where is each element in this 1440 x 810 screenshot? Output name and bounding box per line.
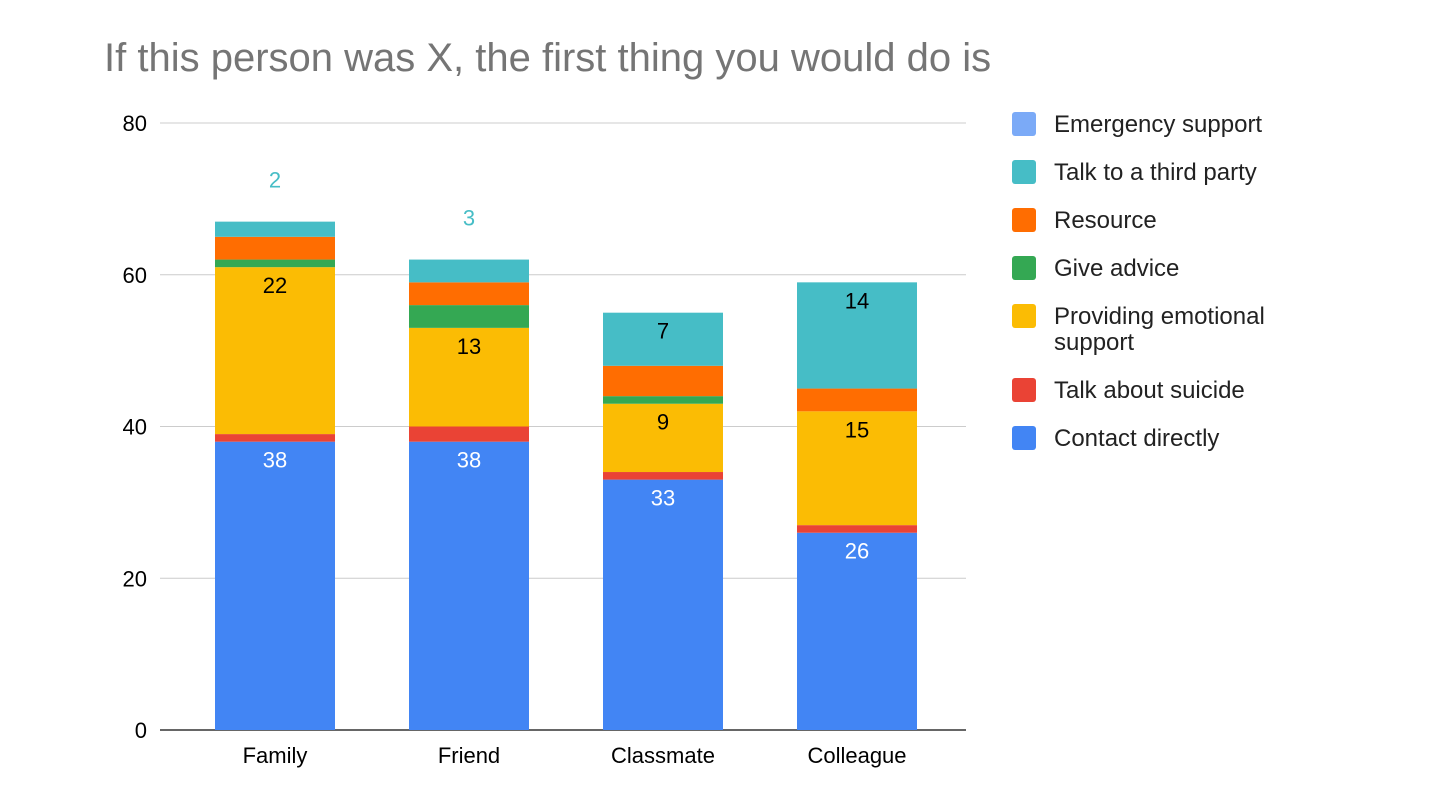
- bar-segment-friend-contact-directly: [409, 441, 529, 730]
- bar-segment-colleague-contact-directly: [797, 532, 917, 730]
- legend-swatch-talk-to-a-third-party: [1012, 160, 1036, 184]
- bar-segment-classmate-talk-to-a-third-party: [603, 312, 723, 366]
- bar-segment-colleague-talk-about-suicide: [797, 525, 917, 533]
- y-axis: 0 20 40 60 80: [123, 111, 147, 743]
- data-label-classmate-contact-directly: 33: [651, 486, 675, 511]
- legend-label-providing-emotional-support: Providing emotional support: [1054, 303, 1265, 356]
- y-tick-label: 60: [123, 263, 147, 288]
- data-label-family-top: 2: [269, 168, 281, 193]
- y-tick-label: 20: [123, 566, 147, 591]
- data-label-friend-providing-emotional-support: 13: [457, 334, 481, 359]
- x-axis: Family Friend Classmate Colleague: [243, 743, 907, 768]
- bar-segment-classmate-resource: [603, 365, 723, 397]
- legend-swatch-providing-emotional-support: [1012, 304, 1036, 328]
- legend-swatch-talk-about-suicide: [1012, 378, 1036, 402]
- bar-segment-colleague-talk-to-a-third-party: [797, 282, 917, 389]
- bar-segment-classmate-providing-emotional-support: [603, 403, 723, 473]
- bar-segment-family-resource: [215, 236, 335, 260]
- bar-segment-classmate-talk-about-suicide: [603, 472, 723, 480]
- legend-label-talk-to-a-third-party: Talk to a third party: [1054, 159, 1257, 186]
- bar-segment-friend-give-advice: [409, 305, 529, 328]
- bar-segment-colleague-resource: [797, 388, 917, 412]
- x-tick-label-colleague: Colleague: [807, 743, 906, 768]
- bar-segment-family-talk-to-a-third-party: [215, 221, 335, 237]
- bar-segment-friend-resource: [409, 282, 529, 306]
- y-tick-label: 0: [135, 718, 147, 743]
- y-tick-label: 40: [123, 415, 147, 440]
- bar-segment-colleague-providing-emotional-support: [797, 411, 917, 526]
- legend-label-give-advice: Give advice: [1054, 255, 1179, 282]
- bar-segment-family-talk-about-suicide: [215, 434, 335, 442]
- bar-segment-friend-talk-about-suicide: [409, 426, 529, 442]
- x-tick-label-family: Family: [243, 743, 308, 768]
- data-label-classmate-providing-emotional-support: 9: [657, 410, 669, 435]
- bar-segment-classmate-contact-directly: [603, 479, 723, 730]
- bar-segment-friend-providing-emotional-support: [409, 327, 529, 427]
- legend-label-emergency-support: Emergency support: [1054, 111, 1262, 138]
- legend-swatch-emergency-support: [1012, 112, 1036, 136]
- legend-swatch-resource: [1012, 208, 1036, 232]
- data-label-colleague-providing-emotional-support: 15: [845, 417, 869, 442]
- bar-segment-classmate-give-advice: [603, 396, 723, 404]
- data-label-friend-contact-directly: 38: [457, 448, 481, 473]
- bar-segment-family-contact-directly: [215, 441, 335, 730]
- legend: Emergency support Talk to a third party Re…: [1012, 111, 1265, 452]
- y-tick-label: 80: [123, 111, 147, 136]
- bars: [215, 221, 917, 730]
- data-label-colleague-contact-directly: 26: [845, 539, 869, 564]
- data-label-colleague-talk-to-a-third-party: 14: [845, 288, 869, 313]
- x-tick-label-classmate: Classmate: [611, 743, 715, 768]
- legend-label-resource: Resource: [1054, 207, 1157, 234]
- legend-label-contact-directly: Contact directly: [1054, 425, 1219, 452]
- data-label-friend-top: 3: [463, 206, 475, 231]
- data-label-family-providing-emotional-support: 22: [263, 273, 287, 298]
- chart-title: If this person was X, the first thing yo…: [104, 36, 992, 80]
- bar-segment-family-providing-emotional-support: [215, 267, 335, 435]
- legend-swatch-contact-directly: [1012, 426, 1036, 450]
- bar-segment-friend-talk-to-a-third-party: [409, 259, 529, 283]
- data-label-family-contact-directly: 38: [263, 448, 287, 473]
- x-tick-label-friend: Friend: [438, 743, 500, 768]
- bar-segment-family-give-advice: [215, 259, 335, 268]
- legend-swatch-give-advice: [1012, 256, 1036, 280]
- data-label-classmate-talk-to-a-third-party: 7: [657, 319, 669, 344]
- legend-label-talk-about-suicide: Talk about suicide: [1054, 377, 1245, 404]
